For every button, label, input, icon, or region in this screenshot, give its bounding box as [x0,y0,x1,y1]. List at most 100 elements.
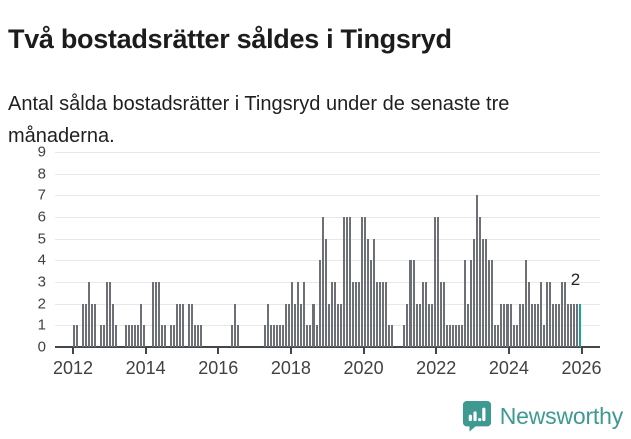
x-tick-label: 2014 [125,358,166,378]
y-tick-label: 6 [37,208,46,226]
chart-subtitle: Antal sålda bostadsrätter i Tingsryd und… [8,93,510,147]
bar [106,282,109,347]
bar [454,325,457,347]
bar [573,303,576,347]
bar [276,325,279,347]
bar [291,282,294,347]
newsworthy-logo: Newsworthy [462,399,623,433]
bar [382,282,385,347]
bar [124,325,127,347]
bar [294,303,297,347]
bar [133,325,136,347]
y-tick-label: 1 [37,316,46,334]
gridline [55,260,600,262]
bar [348,217,351,347]
bar [112,303,115,347]
bar [312,303,315,347]
bar [339,303,342,347]
bar [179,303,182,347]
bar [297,282,300,347]
bar [409,260,412,347]
bar [436,217,439,347]
gridline [55,217,600,218]
bar [303,282,306,347]
bar [391,325,394,347]
bar [236,325,239,347]
bar [130,325,133,347]
bar [279,325,282,347]
bar [345,217,348,347]
bar [470,260,473,347]
bar [354,282,357,347]
x-tick-label: 2026 [561,358,602,378]
bar [479,217,482,347]
bar [482,238,485,347]
bar [564,282,567,347]
bar [439,282,442,347]
bar [367,238,370,347]
bar [506,303,509,347]
bar [451,325,454,347]
y-tick-label: 8 [37,165,46,183]
bar [415,303,418,347]
bar [330,282,333,347]
bar [351,282,354,347]
bar [182,303,185,347]
bar [448,325,451,347]
bar [200,325,203,347]
x-tick-label: 2022 [416,358,457,378]
gridline [55,325,600,327]
x-tick-label: 2018 [270,358,311,378]
bar [536,303,539,347]
gridline [55,238,600,240]
bar [309,325,312,347]
bar [163,325,166,347]
y-tick-label: 3 [37,273,46,291]
bar [127,325,130,347]
bar [136,325,139,347]
bar [230,325,233,347]
bar [491,260,494,347]
bar [333,282,336,347]
bar [267,303,270,347]
bar [503,303,506,347]
bar [488,260,491,347]
bar [388,325,391,347]
y-tick-label: 5 [37,230,46,248]
bar [406,303,409,347]
bar [157,282,160,347]
bar [364,217,367,347]
x-axis-tick [435,348,438,354]
bar [173,325,176,347]
bar [115,325,118,347]
bar [188,303,191,347]
bar [521,303,524,347]
bar [548,282,551,347]
bar [576,303,579,347]
bar [288,303,291,347]
bar [464,260,467,347]
x-axis-line [55,346,600,348]
bar [412,260,415,347]
bar [379,282,382,347]
gridline [55,303,600,305]
x-axis-tick [507,348,510,354]
bar [418,303,421,347]
bar [539,282,542,347]
page-title: Två bostadsrätter såldes i Tingsryd [8,24,452,55]
bar [376,282,379,347]
bar [461,325,464,347]
x-axis-tick [144,348,147,354]
gridline [55,282,600,283]
newsworthy-wordmark: Newsworthy [499,402,623,429]
bar [473,238,476,347]
x-axis-tick [362,348,365,354]
bar [88,282,91,347]
last-value-label: 2 [570,269,581,289]
y-tick-label: 9 [37,143,46,161]
bar [142,325,145,347]
bar [109,282,112,347]
bar [467,303,470,347]
bar [515,325,518,347]
x-tick-label: 2024 [488,358,529,378]
